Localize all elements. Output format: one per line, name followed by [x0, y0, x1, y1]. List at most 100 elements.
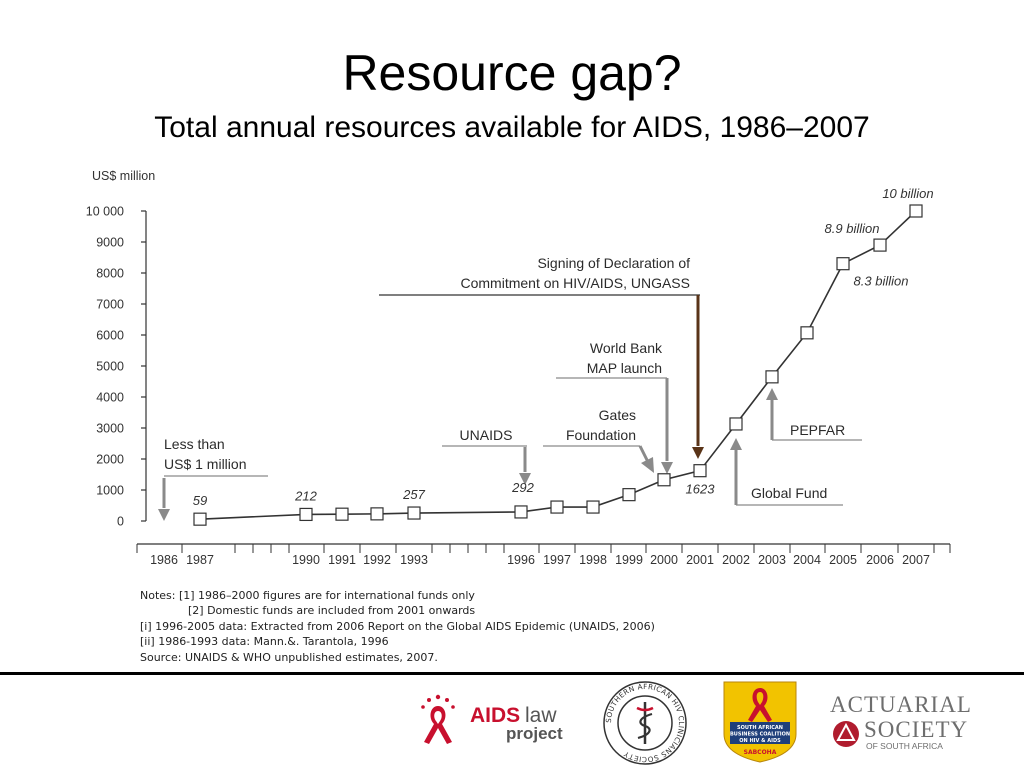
arrow-head: [692, 447, 704, 459]
annotation-text: Global Fund: [751, 485, 827, 501]
y-tick-label: 3000: [96, 422, 124, 436]
x-tick-label: 1987: [186, 553, 214, 567]
red-ribbon-icon: [748, 688, 772, 722]
x-tick-label: 1991: [328, 553, 356, 567]
annotation-text: Signing of Declaration of: [537, 255, 690, 271]
slide-subtitle: Total annual resources available for AID…: [154, 111, 870, 144]
sabcoha-logo: SOUTH AFRICAN BUSINESS COALITION ON HIV …: [718, 678, 802, 764]
actuarial-word: SOCIETY: [864, 717, 968, 742]
caduceus-icon: [636, 702, 654, 744]
data-point: [335, 507, 349, 521]
data-label: 1623: [686, 482, 716, 497]
x-tick-label: 1986: [150, 553, 178, 567]
data-point: [909, 204, 923, 218]
data-point: [299, 507, 313, 522]
x-tick-label: 2003: [758, 553, 786, 567]
data-label: 8.9 billion: [825, 221, 880, 236]
x-tick-label: 1993: [400, 553, 428, 567]
arrow-head: [766, 388, 778, 400]
aids-law-word: law: [525, 704, 557, 727]
data-point: [800, 326, 814, 340]
data-point: [693, 464, 707, 478]
data-point: [622, 488, 636, 502]
y-axis: US$ million 0 1000 2000 3000 4000 5000 6000 7000…: [86, 169, 155, 529]
x-tick-label: 1999: [615, 553, 643, 567]
annotation-text: Foundation: [566, 427, 636, 443]
x-tick-label: 1990: [292, 553, 320, 567]
y-tick-label: 9000: [96, 236, 124, 250]
sabcoha-line: BUSINESS COALITION: [730, 732, 790, 738]
y-tick-label: 2000: [96, 453, 124, 467]
data-point: [729, 417, 743, 431]
x-tick-label: 1997: [543, 553, 571, 567]
x-tick-label: 2001: [686, 553, 714, 567]
annotation-arrow: [638, 445, 650, 463]
sabcoha-line: SABCOHA: [744, 749, 777, 756]
data-point: [550, 500, 564, 514]
data-label: 292: [511, 480, 534, 495]
actuarial-word: ACTUARIAL: [830, 692, 972, 717]
data-point: [586, 500, 600, 514]
data-point: [836, 257, 850, 271]
y-tick-label: 7000: [96, 298, 124, 312]
slide-title: Resource gap?: [342, 45, 682, 101]
data-point: [514, 505, 528, 519]
x-tick-label: 2005: [829, 553, 857, 567]
arrow-head: [158, 509, 170, 521]
y-tick-label: 0: [117, 515, 124, 529]
data-point: [370, 507, 384, 521]
note-line: Notes: [1] 1986–2000 figures are for int…: [140, 589, 475, 602]
note-line: [2] Domestic funds are included from 200…: [188, 604, 476, 618]
y-tick-label: 8000: [96, 267, 124, 281]
sabcoha-line: ON HIV & AIDS: [739, 738, 781, 744]
divider-rule: [0, 672, 1024, 675]
x-tick-label: 2006: [866, 553, 894, 567]
annotation-text: Commitment on HIV/AIDS, UNGASS: [460, 275, 690, 291]
chart-notes: Notes: [1] 1986–2000 figures are for int…: [140, 588, 740, 665]
arrow-head: [519, 473, 531, 485]
note-line: Source: UNAIDS & WHO unpublished estimat…: [140, 650, 438, 664]
data-point: [873, 238, 887, 252]
resource-line-chart: US$ million 0 1000 2000 3000 4000 5000 6000 7000…: [86, 169, 951, 567]
data-point: [657, 473, 671, 487]
sabcoha-line: SOUTH AFRICAN: [737, 725, 783, 731]
data-series: 59 212 257 292 1623 8.3 billion 8.9 billion 10 …: [193, 186, 934, 526]
x-tick-label: 2004: [793, 553, 821, 567]
delta-badge-icon: [833, 721, 859, 747]
x-tick-label: 1996: [507, 553, 535, 567]
note-line: [i] 1996-2005 data: Extracted from 2006 …: [140, 619, 655, 633]
annotations: Less than US$ 1 million UNAIDS Gates Foundat…: [158, 255, 862, 521]
annotation-text: MAP launch: [587, 360, 662, 376]
annotation-text: UNAIDS: [460, 427, 513, 443]
data-label: 212: [294, 488, 317, 503]
y-tick-label: 6000: [96, 329, 124, 343]
note-line: [ii] 1986-1993 data: Mann.&. Tarantola, …: [140, 635, 389, 649]
x-axis: 1986 1987 1990 1991 1992 1993 1996 1997 1998 1999…: [136, 543, 951, 567]
data-point: [193, 512, 207, 526]
annotation-text: World Bank: [590, 340, 663, 356]
actuarial-society-logo: ACTUARIAL SOCIETY OF SOUTH AFRICA: [826, 690, 986, 760]
x-tick-label: 2002: [722, 553, 750, 567]
data-point: [765, 370, 779, 384]
x-tick-label: 2000: [650, 553, 678, 567]
annotation-text: PEPFAR: [790, 422, 845, 438]
clinicians-society-logo: SOUTHERN AFRICAN HIV CLINICIANS SOCIETY: [600, 680, 690, 766]
data-label: 10 billion: [882, 186, 933, 201]
y-tick-label: 4000: [96, 391, 124, 405]
data-label: 8.3 billion: [854, 274, 909, 289]
y-tick-label: 5000: [96, 360, 124, 374]
aids-law-word: project: [506, 724, 563, 743]
y-tick-label: 1000: [96, 484, 124, 498]
arrow-head: [661, 462, 673, 474]
x-tick-label: 2007: [902, 553, 930, 567]
data-point: [407, 506, 421, 520]
aids-law-project-logo: AIDS law project: [412, 684, 582, 750]
annotation-text: Gates: [599, 407, 636, 423]
arrow-head: [730, 438, 742, 450]
red-ribbon-icon: [421, 694, 455, 744]
y-tick-label: 10 000: [86, 205, 124, 219]
data-label: 59: [193, 493, 207, 508]
actuarial-word: OF SOUTH AFRICA: [866, 741, 943, 751]
annotation-text: Less than: [164, 436, 225, 452]
x-tick-label: 1998: [579, 553, 607, 567]
